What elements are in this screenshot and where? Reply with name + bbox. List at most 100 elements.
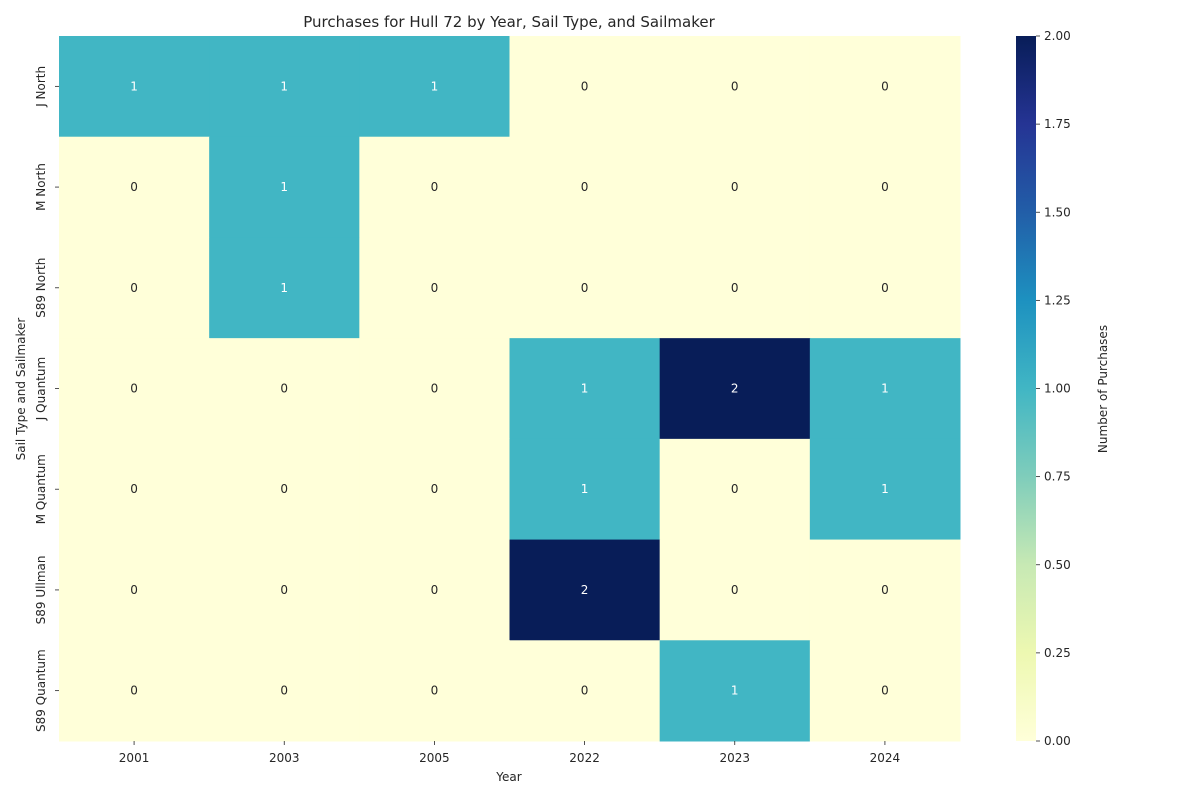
cell-value-label: 1 xyxy=(130,79,138,93)
cell-value-label: 0 xyxy=(581,180,589,194)
x-tick-label: 2023 xyxy=(719,751,750,765)
heatmap-cell xyxy=(659,338,811,440)
x-tick-label: 2024 xyxy=(870,751,901,765)
heatmap-cell xyxy=(209,438,360,541)
cell-value-label: 0 xyxy=(581,79,589,93)
heatmap-cell xyxy=(59,237,210,339)
colorbar-tick-label: 1.75 xyxy=(1044,117,1071,131)
heatmap-cell xyxy=(59,539,210,641)
cell-value-label: 0 xyxy=(581,281,589,295)
x-tick-label: 2001 xyxy=(119,751,150,765)
heatmap-cell xyxy=(809,136,961,238)
cell-value-label: 0 xyxy=(130,281,138,295)
heatmap-cell xyxy=(659,237,811,339)
colorbar-tick-label: 1.50 xyxy=(1044,205,1071,219)
heatmap-cell xyxy=(509,136,661,238)
heatmap-cell-labels: 1 1 1 0 0 0 0 1 0 0 0 0 0 1 0 0 0 0 0 0 0 1 2 1 0 0 0 1 0 1 0 0 0 2 0 0 0 0 0 0… xyxy=(130,79,888,697)
cell-value-label: 0 xyxy=(130,180,138,194)
cell-value-label: 2 xyxy=(581,583,589,597)
heatmap-cell xyxy=(659,640,811,742)
x-axis-ticks: 2001 2003 2005 2022 2023 2024 xyxy=(119,741,900,765)
heatmap-cell xyxy=(209,237,360,339)
y-tick-label: M North xyxy=(34,163,48,211)
y-axis-label: Sail Type and Sailmaker xyxy=(14,318,28,461)
cell-value-label: 0 xyxy=(881,281,889,295)
y-tick-label: S89 Ullman xyxy=(34,556,48,625)
heatmap-cell xyxy=(509,36,661,138)
heatmap-cell xyxy=(209,640,360,742)
heatmap-cells xyxy=(59,36,961,742)
heatmap-cell xyxy=(359,438,510,541)
heatmap-cell xyxy=(59,338,210,440)
cell-value-label: 1 xyxy=(280,180,288,194)
heatmap-cell xyxy=(509,640,661,742)
heatmap-cell xyxy=(809,338,961,440)
cell-value-label: 0 xyxy=(431,482,439,496)
heatmap-cell xyxy=(209,338,360,440)
heatmap-cell xyxy=(359,136,510,238)
heatmap-cell xyxy=(209,36,360,138)
x-tick-label: 2022 xyxy=(569,751,600,765)
cell-value-label: 1 xyxy=(881,382,889,396)
cell-value-label: 1 xyxy=(731,684,739,698)
heatmap-cell xyxy=(359,338,510,440)
cell-value-label: 0 xyxy=(881,583,889,597)
cell-value-label: 0 xyxy=(881,684,889,698)
x-axis-label: Year xyxy=(495,770,521,784)
cell-value-label: 1 xyxy=(431,79,439,93)
cell-value-label: 0 xyxy=(731,180,739,194)
heatmap-cell xyxy=(359,640,510,742)
cell-value-label: 1 xyxy=(280,79,288,93)
cell-value-label: 0 xyxy=(280,382,288,396)
colorbar-tick-label: 0.25 xyxy=(1044,646,1071,660)
cell-value-label: 0 xyxy=(431,180,439,194)
heatmap-cell xyxy=(509,338,661,440)
x-tick-label: 2003 xyxy=(269,751,300,765)
heatmap-cell xyxy=(659,36,811,138)
heatmap-cell xyxy=(809,237,961,339)
y-axis-ticks: J North M North S89 North J Quantum M Quantu… xyxy=(34,66,59,732)
heatmap-cell xyxy=(809,36,961,138)
cell-value-label: 1 xyxy=(881,482,889,496)
colorbar-label: Number of Purchases xyxy=(1096,325,1110,453)
heatmap-cell xyxy=(809,438,961,541)
cell-value-label: 0 xyxy=(431,382,439,396)
colorbar-tick-label: 0.50 xyxy=(1044,558,1071,572)
heatmap-cell xyxy=(209,136,360,238)
cell-value-label: 0 xyxy=(130,482,138,496)
cell-value-label: 0 xyxy=(731,281,739,295)
cell-value-label: 0 xyxy=(431,583,439,597)
y-tick-label: S89 Quantum xyxy=(34,649,48,732)
heatmap-cell xyxy=(659,136,811,238)
colorbar xyxy=(1016,36,1036,741)
heatmap-cell xyxy=(59,640,210,742)
cell-value-label: 0 xyxy=(130,382,138,396)
heatmap-cell xyxy=(659,438,811,541)
heatmap-cell xyxy=(359,36,510,138)
chart-title: Purchases for Hull 72 by Year, Sail Type… xyxy=(303,13,715,31)
cell-value-label: 0 xyxy=(881,180,889,194)
heatmap-cell xyxy=(509,539,661,641)
cell-value-label: 1 xyxy=(581,382,589,396)
colorbar-tick-label: 1.00 xyxy=(1044,382,1071,396)
cell-value-label: 0 xyxy=(431,684,439,698)
heatmap-cell xyxy=(59,438,210,541)
colorbar-tick-label: 0.00 xyxy=(1044,734,1071,748)
y-tick-label: M Quantum xyxy=(34,454,48,524)
x-tick-label: 2005 xyxy=(419,751,450,765)
heatmap-cell xyxy=(59,36,210,138)
colorbar-ticks: 0.00 0.25 0.50 0.75 1.00 1.25 1.50 1.75 2.00 xyxy=(1036,29,1071,748)
colorbar-tick-label: 1.25 xyxy=(1044,293,1071,307)
cell-value-label: 0 xyxy=(581,684,589,698)
heatmap-cell xyxy=(509,237,661,339)
cell-value-label: 0 xyxy=(731,482,739,496)
heatmap-cell xyxy=(809,539,961,641)
cell-value-label: 0 xyxy=(731,79,739,93)
cell-value-label: 0 xyxy=(731,583,739,597)
heatmap-cell xyxy=(659,539,811,641)
heatmap-cell xyxy=(359,539,510,641)
cell-value-label: 0 xyxy=(280,583,288,597)
heatmap-cell xyxy=(359,237,510,339)
y-tick-label: J North xyxy=(34,66,48,108)
cell-value-label: 0 xyxy=(130,684,138,698)
